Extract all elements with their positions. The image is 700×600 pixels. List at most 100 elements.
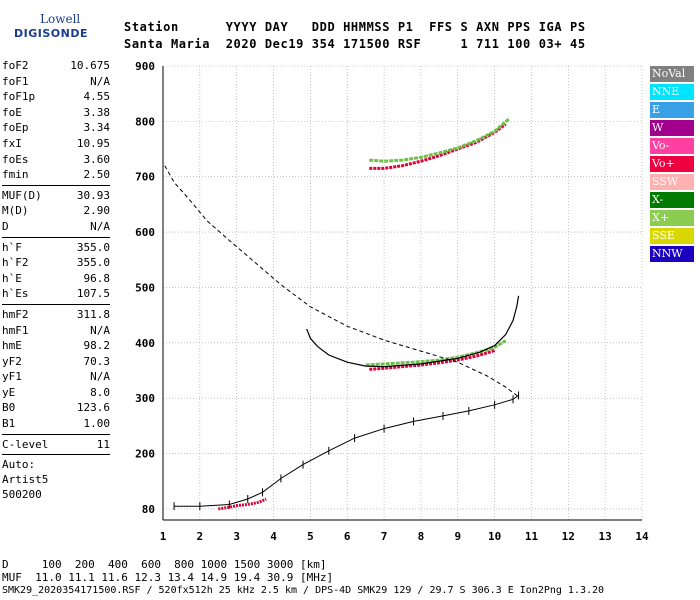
param-value: 107.5 (76, 287, 110, 301)
auto-label: Artist5 (2, 473, 49, 487)
param-value: N/A (90, 323, 110, 337)
param-value: 2.90 (83, 204, 111, 218)
param-row: fxI 10.95 (2, 136, 110, 152)
param-value: 3.38 (83, 105, 111, 119)
x-tick-label: 4 (270, 530, 277, 543)
y-tick-label: 80 (142, 503, 155, 516)
param-separator (2, 184, 110, 186)
param-name: foF1p (2, 90, 36, 104)
auto-label: Auto: (2, 458, 36, 472)
param-row: foF2 10.675 (2, 58, 110, 74)
param-row: MUF(D) 30.93 (2, 188, 110, 204)
param-name: B0 (2, 401, 16, 415)
param-name: M(D) (2, 204, 29, 218)
y-tick-label: 700 (135, 171, 155, 184)
param-value: 123.6 (76, 401, 110, 415)
param-name: B1 (2, 417, 16, 431)
legend-item: NoVal (650, 66, 694, 82)
y-tick-label: 500 (135, 281, 155, 294)
param-separator (2, 236, 110, 238)
footer-distance: D 100 200 400 600 800 1000 1500 3000 [km… (2, 558, 327, 571)
param-name: MUF(D) (2, 188, 42, 202)
param-row: B1 1.00 (2, 416, 110, 432)
x-tick-label: 3 (233, 530, 240, 543)
param-row: hmF1 N/A (2, 323, 110, 339)
x-tick-label: 8 (418, 530, 425, 543)
param-name: fxI (2, 136, 22, 150)
x-tick-label: 7 (381, 530, 388, 543)
param-name: foEs (2, 152, 29, 166)
param-row: h`Es 107.5 (2, 286, 110, 302)
param-separator (2, 454, 110, 456)
trace-f-green (365, 339, 507, 367)
param-value: N/A (90, 74, 110, 88)
param-value: 355.0 (76, 240, 110, 254)
footer-file: SMK29_2020354171500.RSF / 520fx512h 25 k… (2, 585, 605, 596)
x-tick-label: 13 (599, 530, 612, 543)
param-row: D N/A (2, 219, 110, 235)
param-value: 70.3 (83, 354, 111, 368)
param-value: 1.00 (83, 417, 111, 431)
param-name: h`F2 (2, 256, 29, 270)
param-name: foEp (2, 121, 29, 135)
param-value: N/A (90, 370, 110, 384)
legend-item: SSW (650, 174, 694, 190)
footer-muf: MUF 11.0 11.1 11.6 12.3 13.4 14.9 19.4 3… (2, 571, 334, 584)
param-value: 2.50 (83, 168, 111, 182)
param-name: yF2 (2, 354, 22, 368)
parameter-table: foF2 10.675 foF1 N/A foF1p 4.55 foE 3.38 foEp 3.3… (2, 58, 110, 502)
param-name: hmF2 (2, 307, 29, 321)
x-tick-label: 12 (562, 530, 575, 543)
param-row: fmin 2.50 (2, 167, 110, 183)
param-value: 3.60 (83, 152, 111, 166)
param-name: fmin (2, 168, 29, 182)
legend-item: Vo- (650, 138, 694, 154)
param-name: h`E (2, 271, 22, 285)
trace-f-red (369, 349, 496, 371)
param-separator (2, 433, 110, 435)
y-tick-label: 200 (135, 448, 155, 461)
param-value: 10.675 (70, 59, 110, 72)
legend-item: X+ (650, 210, 694, 226)
param-value: 4.55 (83, 90, 111, 104)
param-value: N/A (90, 219, 110, 233)
param-row: foF1p 4.55 (2, 89, 110, 105)
header-line-1: Station YYYY DAY DDD HHMMSS P1 FFS S AXN… (124, 20, 586, 34)
param-row: h`F2 355.0 (2, 255, 110, 271)
legend-item: Vo+ (650, 156, 694, 172)
legend-item: E (650, 102, 694, 118)
profile-ticked (174, 394, 519, 507)
trace-e-layer (218, 497, 267, 511)
param-row: C-level 11 (2, 437, 110, 453)
param-value: 3.34 (83, 121, 111, 135)
legend-item: NNE (650, 84, 694, 100)
logo-lowell: Lowell (40, 12, 81, 26)
y-tick-label: 800 (135, 115, 155, 128)
legend-item: W (650, 120, 694, 136)
param-value: 11 (96, 437, 110, 451)
param-value: 98.2 (83, 339, 111, 353)
param-row: foEp 3.34 (2, 120, 110, 136)
legend-item: X- (650, 192, 694, 208)
param-name: hmF1 (2, 323, 29, 337)
param-row: yF2 70.3 (2, 354, 110, 370)
param-name: yE (2, 385, 16, 399)
param-value: 10.95 (76, 136, 110, 150)
param-value: 30.93 (76, 188, 110, 202)
param-row: yF1 N/A (2, 369, 110, 385)
param-row: foF1 N/A (2, 74, 110, 90)
param-row: foEs 3.60 (2, 152, 110, 168)
param-name: foF2 (2, 59, 29, 72)
param-value: 355.0 (76, 256, 110, 270)
header-line-2: Santa Maria 2020 Dec19 354 171500 RSF 1 … (124, 37, 586, 51)
param-row: yE 8.0 (2, 385, 110, 401)
param-name: D (2, 219, 9, 233)
trace-o-fit (306, 295, 520, 368)
y-tick-label: 300 (135, 392, 155, 405)
param-value: 311.8 (76, 307, 110, 321)
y-tick-label: 900 (135, 60, 155, 73)
param-row: h`E 96.8 (2, 271, 110, 287)
legend-item: SSE (650, 228, 694, 244)
auto-label: 500200 (2, 488, 42, 502)
